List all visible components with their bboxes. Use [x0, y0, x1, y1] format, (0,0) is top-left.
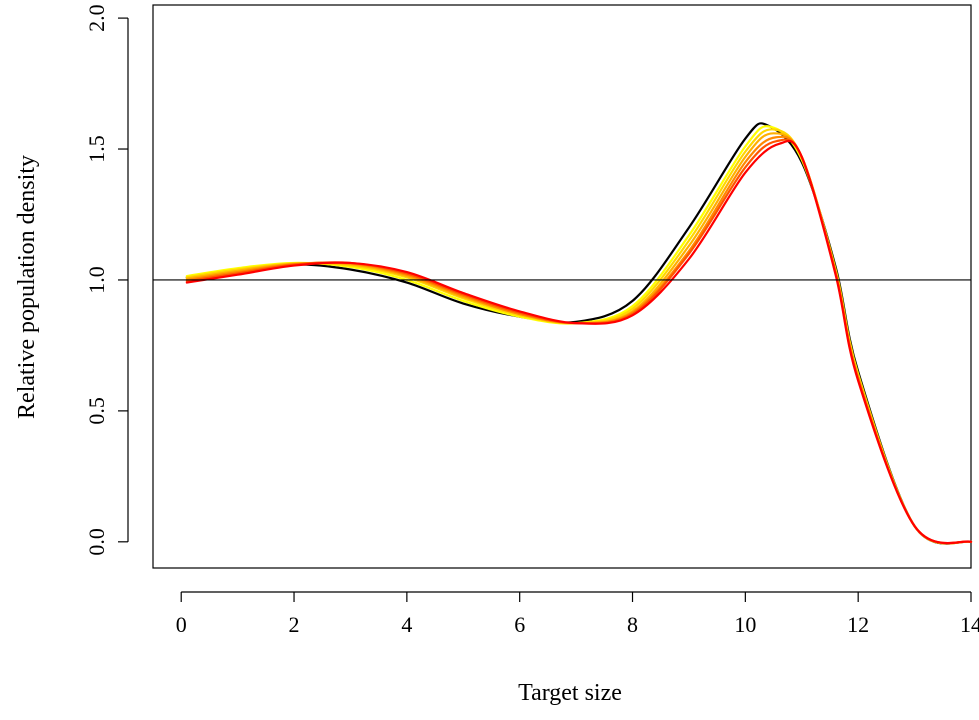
- y-tick-label: 2.0: [84, 4, 109, 32]
- series-line-5: [185, 135, 973, 545]
- x-tick-label: 4: [401, 612, 412, 637]
- series-line-3: [185, 128, 973, 545]
- series-line-4: [185, 132, 973, 545]
- series-line-7: [185, 139, 973, 545]
- x-tick-label: 10: [734, 612, 756, 637]
- x-axis-label: Target size: [518, 680, 622, 706]
- series-line-2: [185, 125, 973, 545]
- x-tick-label: 8: [627, 612, 638, 637]
- plot-frame: [152, 4, 972, 569]
- series-line-6: [185, 138, 973, 545]
- x-tick-label: 2: [289, 612, 300, 637]
- x-tick-label: 14: [960, 612, 979, 637]
- x-axis: 0 2 4 6 8 10 12 14: [176, 591, 979, 637]
- y-axis: 0.0 0.5 1.0 1.5 2.0: [84, 4, 129, 556]
- x-tick-label: 0: [176, 612, 187, 637]
- y-tick-label: 0.0: [84, 528, 109, 556]
- series-layer: [185, 122, 973, 545]
- y-tick-label: 1.0: [84, 266, 109, 294]
- series-line-1: [185, 122, 973, 545]
- x-tick-label: 12: [847, 612, 869, 637]
- x-tick-label: 6: [514, 612, 525, 637]
- y-tick-label: 1.5: [84, 135, 109, 163]
- y-tick-label: 0.5: [84, 397, 109, 425]
- y-axis-label: Relative population density: [14, 155, 40, 419]
